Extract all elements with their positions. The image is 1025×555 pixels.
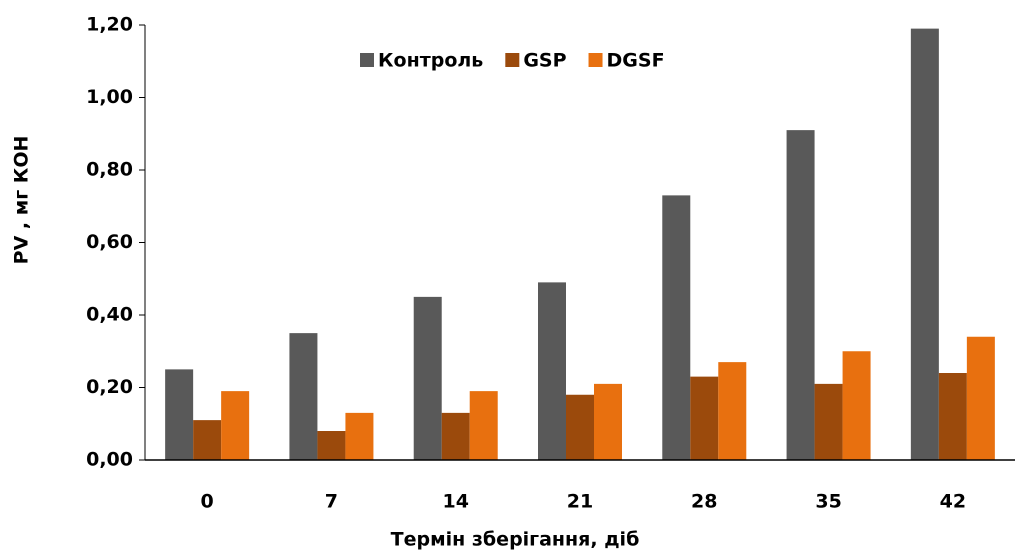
bar: [441, 412, 470, 460]
y-tick-label: 1,20: [86, 14, 133, 36]
bar: [165, 369, 194, 460]
x-axis-label: Термін зберігання, діб: [391, 529, 640, 551]
x-tick-label: 42: [940, 491, 966, 513]
bar: [966, 336, 995, 460]
x-tick-label: 21: [567, 491, 593, 513]
y-tick-label: 0,60: [86, 231, 133, 253]
y-axis-label: PV , мг КОН: [11, 136, 33, 265]
bar: [718, 362, 747, 460]
bar: [594, 383, 622, 460]
bar: [193, 420, 222, 460]
y-tick-label: 0,40: [86, 304, 133, 326]
bar: [345, 412, 374, 460]
bar: [662, 195, 691, 460]
legend-swatch: [588, 53, 603, 67]
bar: [842, 351, 871, 460]
bar: [786, 130, 815, 460]
x-tick-label: 7: [325, 491, 338, 513]
bar: [814, 383, 843, 460]
bar: [566, 394, 594, 460]
y-tick-label: 0,20: [86, 376, 133, 398]
x-tick-label: 0: [201, 491, 214, 513]
bar: [289, 333, 318, 460]
x-tick-label: 14: [442, 491, 468, 513]
bar: [469, 391, 498, 460]
y-tick-label: 1,00: [86, 86, 133, 108]
legend-swatch: [505, 53, 520, 67]
x-tick-label: 28: [691, 491, 717, 513]
bar: [538, 282, 566, 460]
bar: [221, 391, 250, 460]
bar: [938, 373, 967, 460]
x-tick-label: 35: [815, 491, 841, 513]
legend-label: DGSF: [607, 50, 665, 72]
y-tick-label: 0,80: [86, 159, 133, 181]
legend-swatch: [360, 53, 374, 67]
bar: [690, 376, 719, 460]
bar: [317, 431, 346, 460]
bar: [413, 296, 442, 460]
bar: [910, 28, 939, 460]
legend-label: Контроль: [378, 50, 483, 72]
y-tick-label: 0,00: [86, 449, 133, 471]
legend-label: GSP: [523, 50, 566, 72]
